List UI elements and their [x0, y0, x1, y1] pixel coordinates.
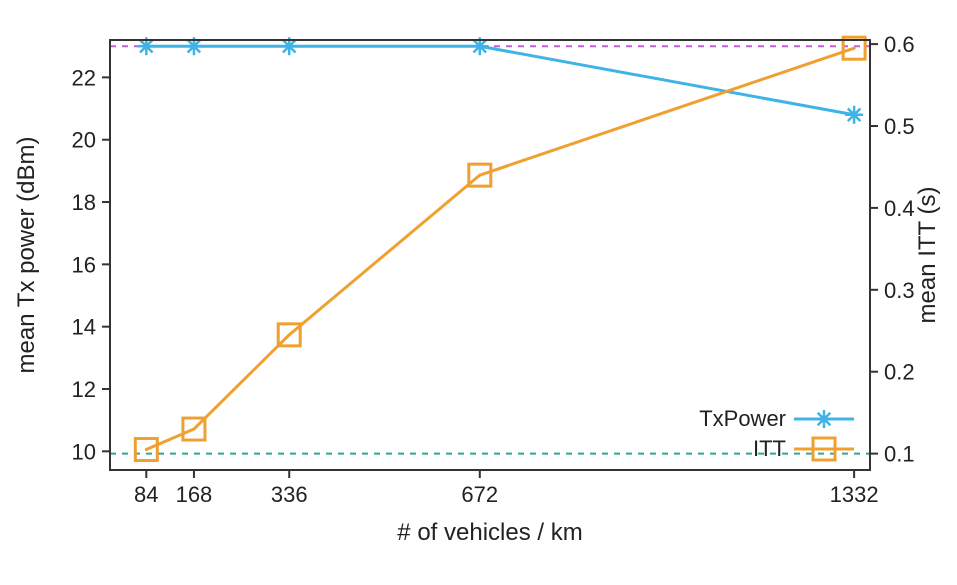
y-right-tick-label: 0.5: [884, 114, 915, 139]
x-tick-label: 672: [461, 482, 498, 507]
x-tick-label: 336: [271, 482, 308, 507]
y-right-tick-label: 0.1: [884, 442, 915, 467]
x-tick-label: 1332: [830, 482, 879, 507]
legend-label-TxPower: TxPower: [699, 406, 786, 431]
x-axis-label: # of vehicles / km: [397, 519, 582, 546]
y-left-tick-label: 12: [72, 377, 96, 402]
y-right-axis-label: mean ITT (s): [914, 187, 941, 324]
marker-asterisk: [815, 410, 833, 428]
marker-asterisk: [845, 106, 863, 124]
y-left-tick-label: 14: [72, 315, 96, 340]
legend-label-ITT: ITT: [753, 436, 786, 461]
y-right-tick-label: 0.2: [884, 360, 915, 385]
y-right-tick-label: 0.4: [884, 196, 915, 221]
x-tick-label: 84: [134, 482, 158, 507]
y-right-tick-label: 0.6: [884, 32, 915, 57]
y-left-tick-label: 20: [72, 128, 96, 153]
y-left-axis-label: mean Tx power (dBm): [13, 137, 40, 374]
chart-container: 84 168 336 672 1332 10 12 14 16 18 20 22 0.1 0.2 0.3 0.…: [0, 0, 957, 585]
chart-svg: 84 168 336 672 1332 10 12 14 16 18 20 22 0.1 0.2 0.3 0.…: [0, 0, 957, 585]
y-left-tick-label: 16: [72, 252, 96, 277]
y-left-tick-label: 18: [72, 190, 96, 215]
y-right-tick-label: 0.3: [884, 278, 915, 303]
x-tick-label: 168: [176, 482, 213, 507]
y-left-tick-label: 10: [72, 439, 96, 464]
y-left-tick-label: 22: [72, 65, 96, 90]
